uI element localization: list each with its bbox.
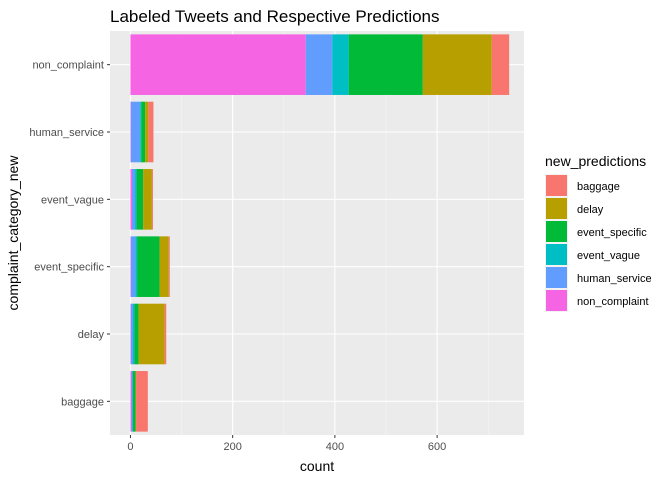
legend-label: event_specific (577, 227, 647, 239)
bar-segment (138, 303, 165, 365)
bar-segment (133, 303, 135, 365)
legend-label: delay (577, 204, 604, 216)
bar-segment (141, 101, 146, 163)
legend-label: baggage (577, 181, 620, 193)
x-tick-label: 600 (428, 441, 446, 453)
bar-segment (136, 371, 148, 432)
bar-segment (143, 169, 152, 230)
legend: new_predictions baggage delay event_specif… (545, 153, 652, 312)
x-axis-title: count (300, 458, 334, 474)
bar-segment (151, 169, 153, 230)
bar-segment (130, 371, 132, 432)
legend-label: event_vague (577, 250, 640, 262)
bar-segment (130, 303, 133, 365)
bar-segment (131, 169, 136, 230)
x-tick-label: 400 (326, 441, 344, 453)
bar-segment (133, 371, 136, 432)
bar-segment (305, 34, 333, 95)
y-tick-labels: non_complaint human_service event_vagueeve… (29, 60, 110, 408)
bar-segment (135, 169, 137, 230)
x-tick-label: 0 (127, 441, 133, 453)
legend-label: human_service (577, 273, 652, 285)
bar-segment (132, 371, 133, 432)
legend-title: new_predictions (545, 153, 646, 169)
bar-segment (130, 236, 131, 297)
bar-segment (130, 236, 136, 297)
bar-segment (164, 303, 167, 365)
plot-panel (110, 31, 524, 435)
x-tick-labels: 0 200 400 600 (127, 435, 446, 453)
chart-title: Labeled Tweets and Respective Prediction… (110, 7, 440, 26)
bar-segment (130, 34, 306, 95)
x-tick-label: 200 (223, 441, 241, 453)
bar-segment (422, 34, 492, 95)
legend-label: non_complaint (577, 296, 649, 308)
legend-swatch (546, 221, 567, 242)
y-tick-label: event_specific (34, 262, 104, 274)
legend-swatch (546, 198, 567, 219)
bar-segment (135, 236, 138, 297)
legend-swatch (546, 267, 567, 288)
bar-segment (140, 101, 142, 163)
y-tick-label: baggage (61, 396, 104, 408)
legend-swatch (546, 175, 567, 196)
y-axis-title: complaint_category_new (5, 155, 21, 311)
legend-swatch (546, 290, 567, 311)
bar-segment (348, 34, 423, 95)
bar-segment (130, 101, 131, 163)
y-tick-label: event_vague (41, 194, 104, 206)
y-tick-label: non_complaint (32, 60, 104, 72)
y-tick-label: human_service (29, 127, 104, 139)
legend-items: baggage delay event_specific event_vaguehum… (545, 174, 652, 312)
bar-segment (134, 303, 139, 365)
bar-segment (145, 101, 149, 163)
y-tick-label: delay (78, 329, 105, 341)
bar-segment (130, 169, 132, 230)
bar-segment (136, 169, 144, 230)
bar-segment (491, 34, 510, 95)
bar-segment (135, 371, 137, 432)
bars (130, 34, 510, 432)
bar-segment (332, 34, 349, 95)
bar-segment (130, 303, 131, 365)
bar-segment (159, 236, 169, 297)
bar-segment (168, 236, 170, 297)
legend-swatch (546, 244, 567, 265)
bar-segment (148, 101, 154, 163)
bar-segment (131, 371, 133, 432)
bar-segment (130, 101, 141, 163)
bar-segment (137, 236, 160, 297)
